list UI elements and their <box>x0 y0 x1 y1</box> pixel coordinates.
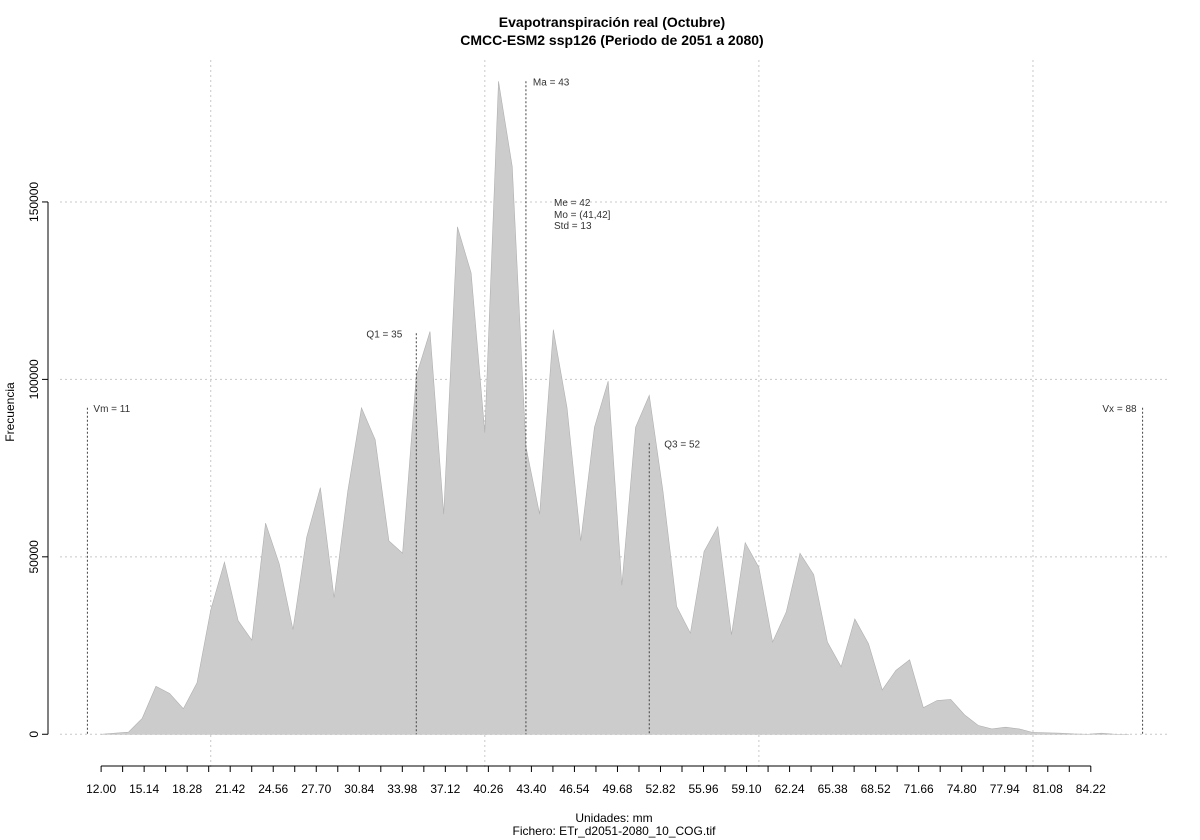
x-tick-label: 46.54 <box>559 782 589 796</box>
axes: 0 50000 100000 150000 12.00 15.14 18.28 21.42 24… <box>27 182 1106 796</box>
x-tick-label: 68.52 <box>861 782 891 796</box>
x-tick-label: 30.84 <box>344 782 374 796</box>
x-tick-label: 43.40 <box>516 782 546 796</box>
vm-label: Vm = 11 <box>93 404 130 415</box>
x-tick-label: 77.94 <box>990 782 1020 796</box>
ma-label: Ma = 43 <box>533 77 570 88</box>
y-axis-label: Frecuencia <box>3 382 17 442</box>
q3-label: Q3 = 52 <box>664 439 700 450</box>
x-tick-label: 33.98 <box>387 782 417 796</box>
q1-label: Q1 = 35 <box>366 329 402 340</box>
y-tick-label: 100000 <box>27 359 41 399</box>
plot-area <box>101 81 1129 735</box>
x-tick-label: 21.42 <box>215 782 245 796</box>
frequency-area <box>101 81 1129 735</box>
x-tick-label: 74.80 <box>947 782 977 796</box>
x-tick-label: 62.24 <box>775 782 805 796</box>
x-tick-label: 24.56 <box>258 782 288 796</box>
chart-title: Evapotranspiración real (Octubre) <box>499 14 725 30</box>
stat-annotations: Vm = 11 Vx = 88 Q1 = 35 Q3 = 52 Ma = 43 Me = … <box>93 77 1137 450</box>
x-tick-label: 40.26 <box>473 782 503 796</box>
x-tick-label: 37.12 <box>430 782 460 796</box>
x-tick-label: 65.38 <box>818 782 848 796</box>
me-label: Me = 42 <box>554 198 591 209</box>
x-tick-label: 81.08 <box>1033 782 1063 796</box>
std-label: Std = 13 <box>554 221 592 232</box>
x-tick-label: 84.22 <box>1076 782 1106 796</box>
x-tick-label: 59.10 <box>732 782 762 796</box>
vx-label: Vx = 88 <box>1102 404 1137 415</box>
x-tick-label: 12.00 <box>86 782 116 796</box>
y-tick-label: 50000 <box>27 540 41 574</box>
x-axis-label: Unidades: mm <box>575 811 652 825</box>
file-label: Fichero: ETr_d2051-2080_10_COG.tif <box>513 824 717 838</box>
y-tick-label: 0 <box>27 731 41 738</box>
x-tick-label: 15.14 <box>129 782 159 796</box>
y-tick-label: 150000 <box>27 182 41 222</box>
x-tick-label: 55.96 <box>689 782 719 796</box>
x-tick-label: 27.70 <box>301 782 331 796</box>
x-tick-label: 71.66 <box>904 782 934 796</box>
x-tick-label: 18.28 <box>172 782 202 796</box>
mo-label: Mo = (41,42] <box>554 210 611 221</box>
stat-lines <box>86 81 1144 735</box>
x-tick-label: 49.68 <box>602 782 632 796</box>
chart-subtitle: CMCC-ESM2 ssp126 (Periodo de 2051 a 2080… <box>460 32 763 48</box>
x-tick-label: 52.82 <box>645 782 675 796</box>
